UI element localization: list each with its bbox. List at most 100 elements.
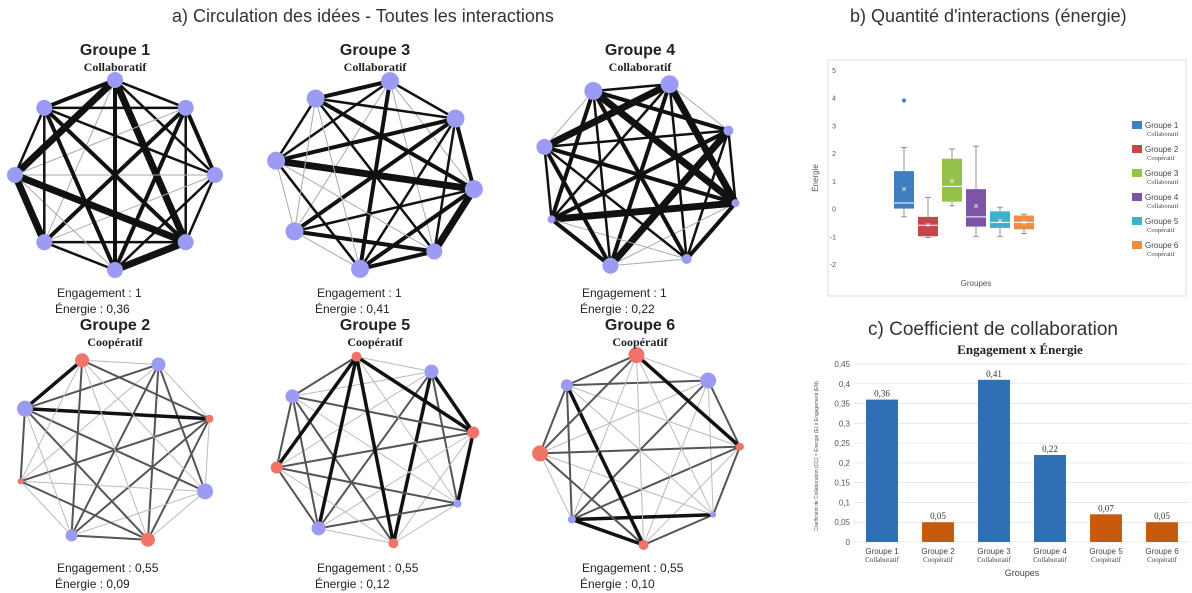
network-edge	[19, 480, 149, 541]
mean-marker: ×	[949, 176, 954, 186]
network-node	[285, 389, 300, 404]
network-node	[735, 442, 744, 451]
network-edge	[318, 527, 394, 544]
network-node	[65, 529, 78, 542]
network-edge	[354, 354, 396, 546]
mean-marker: ×	[997, 216, 1002, 226]
mean-marker: ×	[925, 220, 930, 230]
x-tick-label: Groupe 6	[1145, 547, 1179, 556]
network-edge	[275, 160, 435, 252]
y-tick-label: 0,35	[834, 400, 850, 409]
legend-label: Groupe 1	[1145, 121, 1179, 130]
network-edge	[727, 129, 737, 205]
group-title: Groupe 4	[604, 42, 676, 59]
y-axis-label: Coefficient de Collaboration (CC) = Éner…	[813, 381, 820, 531]
network-edge	[294, 230, 361, 270]
group-title: Groupe 3	[339, 42, 411, 59]
network-edge	[43, 240, 117, 272]
network-node	[351, 351, 362, 362]
y-tick-label: 3	[832, 123, 836, 130]
network-edge	[70, 534, 149, 541]
network-node	[446, 109, 465, 128]
x-tick-label: Groupe 2	[921, 547, 955, 556]
network-edge	[429, 369, 476, 435]
network-node	[464, 180, 483, 199]
engagement-stat: Engagement : 1	[317, 286, 402, 300]
mean-marker: ×	[1021, 217, 1026, 227]
network-node	[560, 379, 573, 392]
network-edge	[42, 105, 117, 272]
y-tick-label: -1	[830, 234, 836, 241]
network-edge	[276, 467, 394, 544]
network-edge	[356, 356, 459, 505]
network-edge	[184, 173, 217, 244]
bar	[1034, 454, 1066, 542]
y-tick-label: 5	[832, 68, 836, 75]
group-title: Groupe 2	[79, 317, 151, 334]
y-tick-label: 0,25	[834, 439, 850, 448]
network-edge	[549, 88, 596, 222]
legend-swatch	[1132, 241, 1142, 249]
network-node	[723, 125, 734, 136]
network-groupe-3	[267, 72, 483, 278]
network-edge	[23, 407, 149, 541]
network-edge	[453, 116, 476, 192]
network-node	[7, 167, 23, 183]
bar-value-label: 0,05	[1154, 511, 1170, 521]
y-tick-label: 0,1	[839, 498, 851, 507]
network-edge	[294, 98, 317, 232]
network-edge	[291, 395, 320, 530]
engagement-stat: Engagement : 1	[57, 286, 142, 300]
network-node	[16, 400, 33, 417]
network-edge	[606, 127, 732, 270]
network-node	[177, 99, 194, 116]
bar	[922, 522, 954, 542]
x-tick-label: Groupe 3	[977, 547, 1011, 556]
network-node	[628, 347, 645, 364]
energie-stat: Énergie : 0,09	[55, 577, 130, 591]
y-tick-label: 4	[832, 96, 836, 103]
network-edge	[313, 79, 392, 101]
network-node	[547, 215, 556, 224]
y-tick-label: 0,05	[834, 518, 850, 527]
network-edge	[565, 354, 638, 387]
network-edge	[570, 517, 646, 547]
energie-stat: Énergie : 0,12	[315, 577, 390, 591]
network-node	[602, 257, 619, 274]
network-edge	[609, 258, 688, 267]
bar	[1146, 522, 1178, 542]
engagement-stat: Engagement : 0,55	[317, 561, 419, 575]
x-tick-sublabel: Collaboratif	[977, 556, 1011, 564]
network-groupe-6	[532, 347, 744, 550]
network-graphs	[7, 72, 744, 550]
network-edge	[592, 89, 612, 268]
network-node	[638, 539, 649, 550]
network-node	[17, 478, 24, 485]
network-node	[681, 254, 692, 265]
box	[990, 211, 1010, 228]
network-edge	[20, 480, 206, 492]
legend-sublabel: Collaboratif	[1147, 179, 1179, 186]
y-tick-label: 2	[832, 151, 836, 158]
network-node	[306, 89, 325, 108]
network-edge	[539, 452, 645, 546]
legend-sublabel: Collaboratif	[1147, 131, 1179, 138]
x-tick-sublabel: Coopératif	[923, 556, 954, 564]
network-edge	[291, 355, 358, 398]
bar-chart: 0 0,05 0,1 0,15 0,2 0,25 0,3 0,35 0,4 0,45 Coeffic…	[813, 360, 1190, 578]
network-edge	[274, 97, 317, 163]
legend-sublabel: Collaboratif	[1147, 203, 1179, 210]
network-edge	[81, 359, 211, 420]
network-edge	[712, 445, 741, 516]
network-node	[36, 234, 53, 251]
x-tick-sublabel: Coopératif	[1147, 556, 1178, 564]
group-type: Coopératif	[612, 335, 668, 349]
bar	[978, 379, 1010, 542]
network-node	[731, 199, 740, 208]
box	[894, 171, 914, 209]
group-type: Coopératif	[87, 335, 143, 349]
network-edge	[539, 354, 638, 455]
x-axis-label: Groupes	[1005, 568, 1040, 578]
legend-swatch	[1132, 169, 1142, 177]
